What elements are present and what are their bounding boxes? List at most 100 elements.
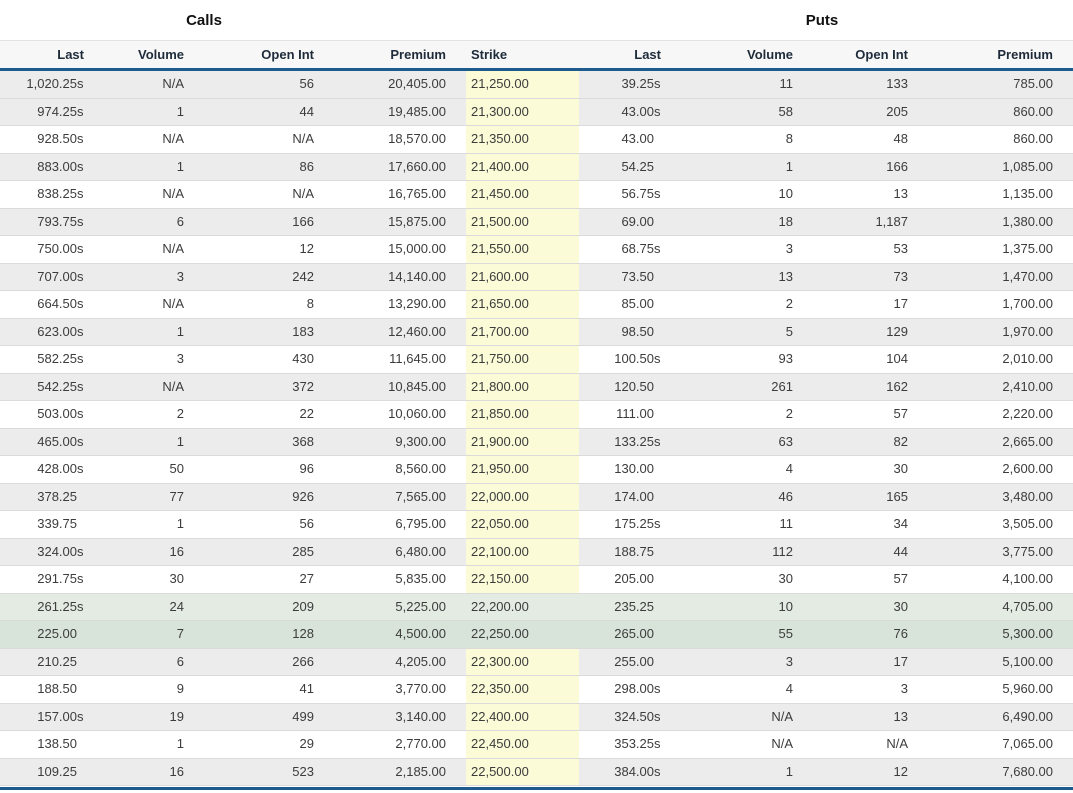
option-chain-row[interactable]: 261.25s 24 209 5,225.00 22,200.00 235.25… xyxy=(0,593,1073,621)
puts-open-int-cell: 76 xyxy=(893,626,908,642)
calls-volume-cell: N/A xyxy=(162,76,184,92)
strike-header[interactable]: Strike xyxy=(471,47,508,62)
puts-premium-cell: 3,480.00 xyxy=(1002,488,1053,504)
puts-premium-cell: 860.00 xyxy=(1013,103,1053,119)
calls-premium-cell: 7,565.00 xyxy=(395,488,446,504)
option-chain-row[interactable]: 664.50s N/A 8 13,290.00 21,650.00 85.00 … xyxy=(0,291,1073,319)
puts-open-int-cell: 53 xyxy=(893,241,908,257)
strike-cell: 21,950.00 xyxy=(466,456,579,483)
strike-cell: 22,000.00 xyxy=(466,483,579,510)
calls-open-int-cell: 183 xyxy=(292,323,314,339)
calls-premium-cell: 15,875.00 xyxy=(388,213,446,229)
puts-last-cell: 68.75s xyxy=(621,241,661,257)
option-chain-row[interactable]: 883.00s 1 86 17,660.00 21,400.00 54.25 1… xyxy=(0,153,1073,181)
puts-open-int-cell: 162 xyxy=(886,378,908,394)
puts-last-header[interactable]: Last xyxy=(634,47,661,62)
calls-open-int-cell: 523 xyxy=(292,763,314,779)
calls-last-cell: 542.25s xyxy=(37,378,84,394)
puts-open-int-cell: 17 xyxy=(893,296,908,312)
calls-volume-header[interactable]: Volume xyxy=(138,47,184,62)
option-chain-row[interactable]: 109.25 16 523 2,185.00 22,500.00 384.00s… xyxy=(0,758,1073,786)
puts-last-cell: 120.50 xyxy=(614,378,654,394)
puts-last-cell: 188.75 xyxy=(614,543,654,559)
puts-open-int-cell: 30 xyxy=(893,598,908,614)
puts-last-cell: 133.25s xyxy=(614,433,661,449)
puts-open-int-cell: N/A xyxy=(886,736,908,752)
option-chain-row[interactable]: 503.00s 2 22 10,060.00 21,850.00 111.00 … xyxy=(0,401,1073,429)
option-chain-row[interactable]: 707.00s 3 242 14,140.00 21,600.00 73.50 … xyxy=(0,263,1073,291)
strike-cell: 21,650.00 xyxy=(466,291,579,318)
option-chain-row[interactable]: 188.50 9 41 3,770.00 22,350.00 298.00s 4… xyxy=(0,676,1073,704)
calls-last-cell: 928.50s xyxy=(37,131,84,147)
option-chain-row[interactable]: 928.50s N/A N/A 18,570.00 21,350.00 43.0… xyxy=(0,126,1073,154)
calls-premium-cell: 17,660.00 xyxy=(388,158,446,174)
calls-premium-cell: 6,480.00 xyxy=(395,543,446,559)
calls-open-int-cell: 372 xyxy=(292,378,314,394)
option-chain-row[interactable]: 582.25s 3 430 11,645.00 21,750.00 100.50… xyxy=(0,346,1073,374)
puts-open-int-header[interactable]: Open Int xyxy=(855,47,908,62)
calls-last-cell: 324.00s xyxy=(37,543,84,559)
option-chain-row[interactable]: 210.25 6 266 4,205.00 22,300.00 255.00 3… xyxy=(0,648,1073,676)
puts-volume-header[interactable]: Volume xyxy=(747,47,793,62)
puts-premium-cell: 2,665.00 xyxy=(1002,433,1053,449)
puts-volume-cell: N/A xyxy=(771,708,793,724)
calls-open-int-cell: 430 xyxy=(292,351,314,367)
calls-open-int-cell: 12 xyxy=(299,241,314,257)
puts-premium-cell: 4,100.00 xyxy=(1002,571,1053,587)
puts-volume-cell: 55 xyxy=(778,626,793,642)
puts-open-int-cell: 104 xyxy=(886,351,908,367)
puts-open-int-cell: 17 xyxy=(893,653,908,669)
puts-last-cell: 255.00 xyxy=(614,653,654,669)
option-chain-row[interactable]: 324.00s 16 285 6,480.00 22,100.00 188.75… xyxy=(0,538,1073,566)
option-chain-row[interactable]: 378.25 77 926 7,565.00 22,000.00 174.00 … xyxy=(0,483,1073,511)
puts-premium-cell: 6,490.00 xyxy=(1002,708,1053,724)
option-chain-row[interactable]: 838.25s N/A N/A 16,765.00 21,450.00 56.7… xyxy=(0,181,1073,209)
puts-open-int-cell: 12 xyxy=(893,763,908,779)
option-chain-row[interactable]: 428.00s 50 96 8,560.00 21,950.00 130.00 … xyxy=(0,456,1073,484)
calls-section-title: Calls xyxy=(186,11,222,29)
puts-volume-cell: 1 xyxy=(785,158,793,174)
puts-last-cell: 56.75s xyxy=(621,186,661,202)
puts-last-cell: 100.50s xyxy=(614,351,661,367)
calls-premium-header[interactable]: Premium xyxy=(390,47,446,62)
puts-last-cell: 111.00 xyxy=(616,406,654,422)
calls-last-cell: 793.75s xyxy=(37,213,84,229)
calls-premium-cell: 2,770.00 xyxy=(395,736,446,752)
option-chain-row[interactable]: 1,020.25s N/A 56 20,405.00 21,250.00 39.… xyxy=(0,71,1073,99)
option-chain-row[interactable]: 542.25s N/A 372 10,845.00 21,800.00 120.… xyxy=(0,373,1073,401)
option-chain-row[interactable]: 623.00s 1 183 12,460.00 21,700.00 98.50 … xyxy=(0,318,1073,346)
strike-cell: 21,350.00 xyxy=(466,126,579,153)
calls-premium-cell: 15,000.00 xyxy=(388,241,446,257)
calls-open-int-cell: 22 xyxy=(299,406,314,422)
option-chain-row[interactable]: 465.00s 1 368 9,300.00 21,900.00 133.25s… xyxy=(0,428,1073,456)
option-chain-row[interactable]: 291.75s 30 27 5,835.00 22,150.00 205.00 … xyxy=(0,566,1073,594)
option-chain-row[interactable]: 157.00s 19 499 3,140.00 22,400.00 324.50… xyxy=(0,703,1073,731)
calls-premium-cell: 6,795.00 xyxy=(395,516,446,532)
calls-volume-cell: 1 xyxy=(176,158,184,174)
calls-premium-cell: 5,225.00 xyxy=(395,598,446,614)
option-chain-row[interactable]: 793.75s 6 166 15,875.00 21,500.00 69.00 … xyxy=(0,208,1073,236)
option-chain-row[interactable]: 750.00s N/A 12 15,000.00 21,550.00 68.75… xyxy=(0,236,1073,264)
strike-cell: 21,900.00 xyxy=(466,428,579,455)
strike-cell: 22,250.00 xyxy=(471,626,529,641)
strike-cell: 21,600.00 xyxy=(466,263,579,290)
option-chain-row[interactable]: 974.25s 1 44 19,485.00 21,300.00 43.00s … xyxy=(0,98,1073,126)
puts-volume-cell: 5 xyxy=(785,323,793,339)
calls-open-int-cell: 266 xyxy=(292,653,314,669)
calls-last-cell: 750.00s xyxy=(37,241,84,257)
calls-last-cell: 157.00s xyxy=(37,708,84,724)
option-chain-row[interactable]: 225.00 7 128 4,500.00 22,250.00 265.00 5… xyxy=(0,621,1073,649)
calls-open-int-header[interactable]: Open Int xyxy=(261,47,314,62)
calls-volume-cell: 2 xyxy=(176,406,184,422)
calls-open-int-cell: 96 xyxy=(299,461,314,477)
puts-volume-cell: 2 xyxy=(785,296,793,312)
option-chain-row[interactable]: 138.50 1 29 2,770.00 22,450.00 353.25s N… xyxy=(0,731,1073,759)
calls-last-header[interactable]: Last xyxy=(57,47,84,62)
puts-open-int-cell: 165 xyxy=(886,488,908,504)
puts-volume-cell: 93 xyxy=(778,351,793,367)
puts-premium-header[interactable]: Premium xyxy=(997,47,1053,62)
option-chain-row[interactable]: 339.75 1 56 6,795.00 22,050.00 175.25s 1… xyxy=(0,511,1073,539)
puts-premium-cell: 785.00 xyxy=(1013,76,1053,92)
puts-premium-cell: 1,470.00 xyxy=(1002,268,1053,284)
puts-last-cell: 175.25s xyxy=(614,516,661,532)
